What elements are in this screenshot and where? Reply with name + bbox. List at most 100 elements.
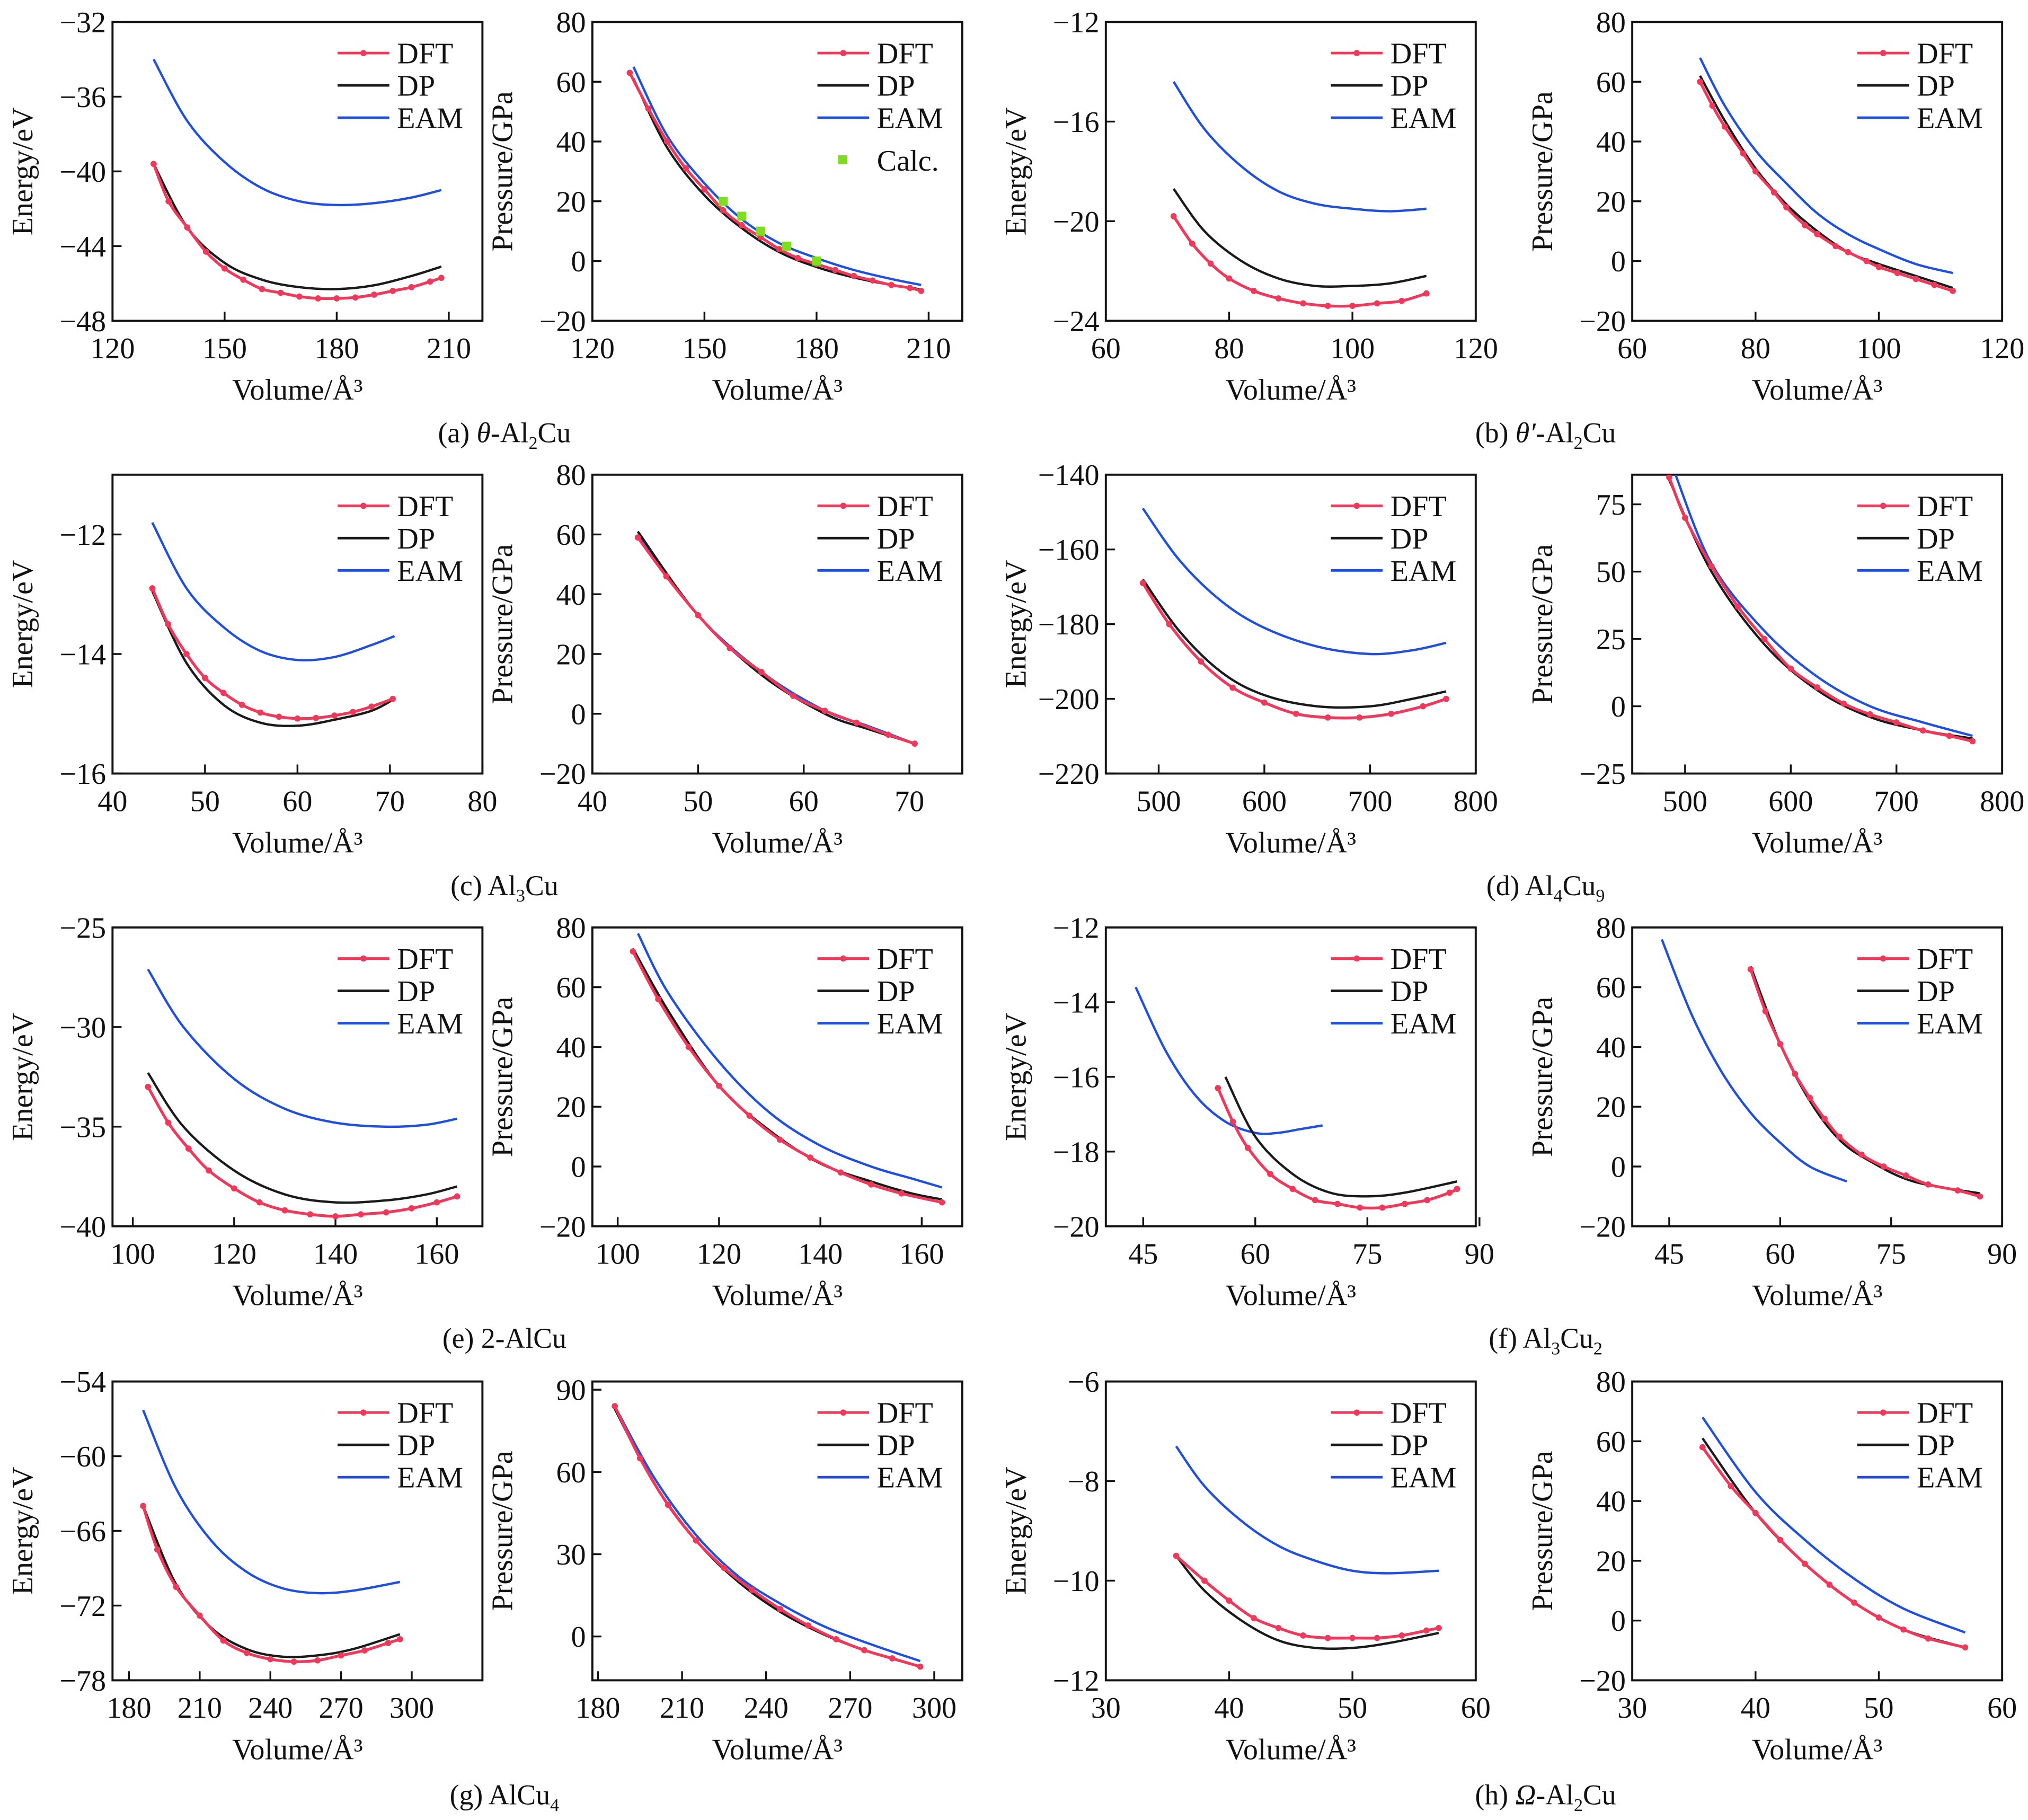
caption-segment: (d) Al (1486, 870, 1554, 902)
eam-curve (147, 968, 457, 1128)
x-tick-label: 270 (319, 1692, 364, 1725)
dft-marker (1334, 1200, 1341, 1207)
y-tick-label: −12 (1053, 912, 1100, 944)
caption-segment: 2 (528, 434, 537, 453)
y-tick-label: 60 (1596, 1426, 1626, 1459)
dft-marker (746, 1112, 753, 1119)
dft-marker (911, 740, 918, 747)
dft-marker (1379, 1204, 1386, 1211)
dft-marker (821, 708, 828, 714)
dft-marker (1173, 1552, 1180, 1559)
legend-label: DFT (1391, 1397, 1447, 1430)
dft-marker (1312, 1197, 1318, 1204)
x-axis-label: Volume/Å³ (712, 826, 843, 859)
dft-marker (1388, 710, 1395, 717)
dft-marker (889, 1655, 896, 1662)
dft-marker (1324, 303, 1331, 309)
dft-marker (1443, 695, 1449, 702)
dft-marker (663, 573, 670, 580)
x-tick-label: 240 (744, 1692, 789, 1725)
dft-marker (832, 267, 839, 273)
y-axis-label: Energy/eV (999, 1466, 1032, 1595)
dft-marker (165, 198, 172, 205)
dp-curve (636, 531, 915, 745)
dft-marker (350, 709, 356, 715)
dft-marker (243, 1649, 250, 1656)
x-tick-label: 60 (1765, 1238, 1795, 1271)
dft-marker (1420, 703, 1426, 710)
dft-marker (1787, 665, 1794, 672)
dft-marker (1244, 1144, 1251, 1151)
legend-label: DP (397, 70, 435, 103)
calc-marker (782, 241, 792, 251)
legend-label: EAM (397, 555, 463, 588)
dft-marker (206, 1167, 212, 1174)
caption-segment: Cu (1583, 417, 1616, 449)
legend-label: DFT (1391, 38, 1447, 70)
x-axis-label: Volume/Å³ (1226, 374, 1357, 407)
y-tick-label: 40 (556, 579, 586, 612)
y-tick-label: 40 (556, 126, 586, 159)
y-tick-label: 80 (1596, 6, 1626, 39)
plot-area (1660, 939, 1983, 1200)
eam-curve (152, 58, 442, 207)
plot-frame (591, 1380, 963, 1682)
panel-caption: (b) θ′-Al2Cu (1475, 417, 1616, 453)
dft-marker (645, 105, 652, 112)
dft-marker (338, 1652, 344, 1659)
legend-dft-marker (1880, 50, 1887, 56)
chart-f-pressure: 45 60 75 90 −20 0 20 40 60 80 Volume/Å³ Pressure/GP… (1526, 912, 2017, 1312)
legend-label: EAM (1391, 1462, 1457, 1495)
legend-label: EAM (1391, 555, 1457, 588)
y-tick-label: 40 (1596, 1031, 1626, 1064)
y-tick-label: 20 (556, 1091, 586, 1124)
y-tick-label: 30 (556, 1539, 586, 1571)
x-tick-label: 800 (1980, 785, 2024, 818)
y-axis-label: Pressure/GPa (1526, 91, 1559, 251)
caption-segment: (e) 2-AlCu (442, 1322, 566, 1354)
dft-marker (777, 1606, 783, 1612)
x-tick-label: 700 (1874, 785, 1919, 818)
x-tick-label: 300 (912, 1692, 957, 1725)
legend-label: EAM (1917, 1008, 1983, 1040)
legend-label: EAM (877, 1462, 943, 1495)
dft-marker (888, 281, 895, 288)
x-tick-label: 45 (1654, 1238, 1684, 1271)
y-tick-label: 75 (1596, 489, 1626, 522)
dft-marker (1919, 727, 1926, 734)
dft-marker (665, 1501, 671, 1508)
caption-segment: (a) (438, 417, 477, 449)
x-tick-label: 60 (1091, 332, 1121, 365)
x-tick-label: 500 (1136, 785, 1181, 818)
y-tick-label: −72 (59, 1590, 106, 1623)
caption-segment: (f) Al (1489, 1322, 1551, 1354)
x-tick-label: 160 (899, 1238, 944, 1271)
dft-marker (1189, 240, 1195, 247)
legend-label: DFT (877, 38, 933, 70)
legend-dft-marker (360, 502, 367, 509)
dft-marker (1893, 719, 1900, 726)
x-tick-label: 50 (1338, 1692, 1367, 1725)
dft-marker (1836, 1133, 1843, 1140)
legend-label: DFT (1917, 1397, 1973, 1430)
dp-curve (614, 1408, 921, 1668)
dft-marker (749, 1586, 756, 1593)
dft-marker (371, 291, 377, 298)
chart-a-energy: 120 150 180 210 −48 −44 −40 −36 −32 Volume/Å³ Ener… (6, 6, 484, 407)
legend-label: DFT (397, 1397, 453, 1430)
x-tick-label: 100 (1330, 332, 1375, 365)
dft-marker (739, 222, 745, 228)
dp-curve (1172, 188, 1427, 288)
legend-label: EAM (877, 102, 943, 135)
plot-frame (1631, 1380, 2004, 1682)
y-tick-label: −10 (1053, 1565, 1100, 1598)
dft-curve (152, 163, 442, 301)
x-tick-label: 140 (313, 1238, 358, 1271)
dft-marker (716, 1082, 722, 1089)
x-tick-label: 140 (798, 1238, 843, 1271)
chart-e-energy: 100 120 140 160 −40 −35 −30 −25 Volume/Å³ Energy/… (6, 912, 484, 1312)
dft-marker (776, 1136, 783, 1143)
